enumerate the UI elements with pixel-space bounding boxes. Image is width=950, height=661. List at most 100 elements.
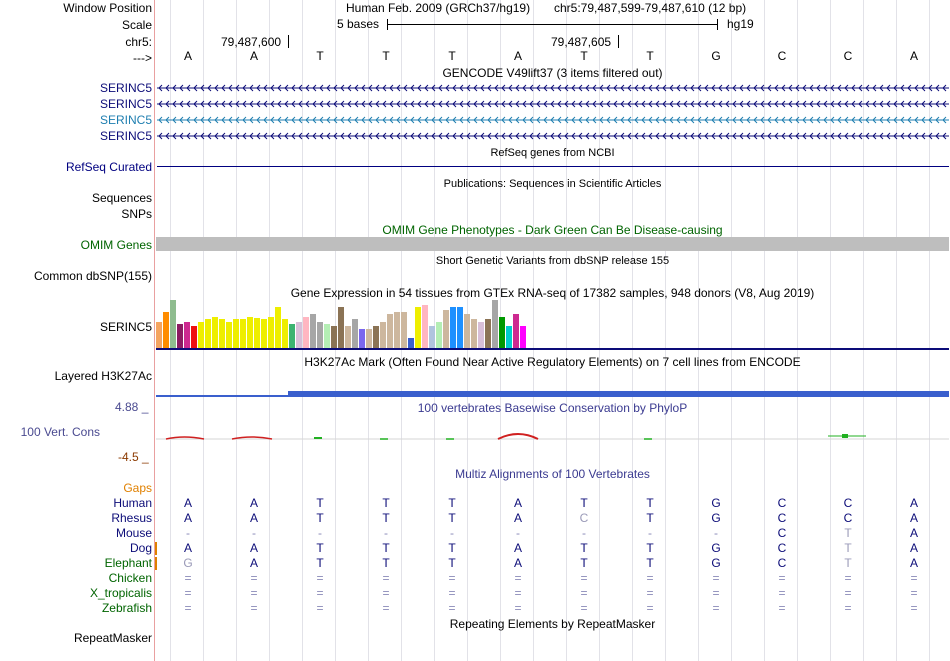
refseq-gene-line[interactable] bbox=[157, 166, 949, 167]
gtex-tissue-bar[interactable] bbox=[331, 326, 337, 348]
aligned-base: T bbox=[316, 511, 324, 525]
gtex-tissue-bar[interactable] bbox=[317, 322, 323, 348]
publications-label[interactable]: Sequences bbox=[91, 191, 152, 205]
gtex-track-title[interactable]: Gene Expression in 54 tissues from GTEx … bbox=[290, 286, 815, 300]
gtex-tissue-bar[interactable] bbox=[296, 322, 302, 348]
dbsnp-label[interactable]: Common dbSNP(155) bbox=[33, 269, 152, 283]
species-label[interactable]: Human bbox=[113, 496, 152, 510]
omim-label[interactable]: OMIM Genes bbox=[80, 238, 152, 252]
refseq-track-title[interactable]: RefSeq genes from NCBI bbox=[490, 147, 615, 159]
gtex-tissue-bar[interactable] bbox=[513, 314, 519, 348]
dbsnp-track-title[interactable]: Short Genetic Variants from dbSNP releas… bbox=[435, 255, 670, 267]
gtex-tissue-bar[interactable] bbox=[478, 322, 484, 348]
gtex-tissue-bar[interactable] bbox=[394, 312, 400, 348]
phylop-graph[interactable] bbox=[156, 428, 949, 444]
gtex-tissue-bar[interactable] bbox=[359, 329, 365, 348]
species-label[interactable]: Chicken bbox=[108, 571, 152, 585]
omim-track-title[interactable]: OMIM Gene Phenotypes - Dark Green Can Be… bbox=[382, 223, 723, 237]
gencode-transcript[interactable] bbox=[157, 115, 949, 125]
gtex-tissue-bar[interactable] bbox=[443, 310, 449, 348]
gtex-tissue-bar[interactable] bbox=[254, 318, 260, 348]
h3k27ac-label[interactable]: Layered H3K27Ac bbox=[54, 369, 152, 383]
multiz-track-title[interactable]: Multiz Alignments of 100 Vertebrates bbox=[455, 467, 650, 481]
gtex-tissue-bar[interactable] bbox=[415, 307, 421, 348]
gtex-tissue-bar[interactable] bbox=[366, 329, 372, 348]
species-label[interactable]: X_tropicalis bbox=[89, 586, 152, 600]
species-label[interactable]: Zebrafish bbox=[101, 601, 152, 615]
gencode-item-label[interactable]: SERINC5 bbox=[99, 129, 152, 143]
gencode-transcript[interactable] bbox=[157, 131, 949, 141]
gtex-tissue-bar[interactable] bbox=[247, 317, 253, 348]
gtex-tissue-bar[interactable] bbox=[471, 319, 477, 348]
gencode-transcript[interactable] bbox=[157, 83, 949, 93]
gtex-tissue-bar[interactable] bbox=[261, 319, 267, 348]
gtex-tissue-bar[interactable] bbox=[422, 305, 428, 348]
gtex-tissue-bar[interactable] bbox=[373, 326, 379, 348]
gtex-tissue-bar[interactable] bbox=[352, 319, 358, 348]
gtex-tissue-bar[interactable] bbox=[436, 322, 442, 348]
gencode-item-label[interactable]: SERINC5 bbox=[99, 113, 152, 127]
species-label[interactable]: Dog bbox=[129, 541, 152, 555]
gtex-tissue-bar[interactable] bbox=[282, 319, 288, 348]
aligned-base: A bbox=[513, 541, 522, 555]
gtex-tissue-bar[interactable] bbox=[464, 314, 470, 348]
gtex-tissue-bar[interactable] bbox=[338, 307, 344, 348]
publications-track-title[interactable]: Publications: Sequences in Scientific Ar… bbox=[443, 178, 662, 190]
gtex-tissue-bar[interactable] bbox=[289, 324, 295, 348]
repeatmasker-label[interactable]: RepeatMasker bbox=[73, 631, 152, 645]
repeatmasker-track-title[interactable]: Repeating Elements by RepeatMasker bbox=[449, 617, 656, 631]
gap-marker bbox=[155, 542, 157, 555]
gtex-tissue-bar[interactable] bbox=[177, 324, 183, 348]
aligned-base: T bbox=[646, 496, 654, 510]
gtex-tissue-bar[interactable] bbox=[191, 326, 197, 348]
gtex-tissue-bar[interactable] bbox=[324, 324, 330, 348]
gtex-bar-chart[interactable] bbox=[156, 300, 536, 348]
gtex-gene-label[interactable]: SERINC5 bbox=[99, 320, 152, 334]
gtex-tissue-bar[interactable] bbox=[429, 326, 435, 348]
species-label[interactable]: Elephant bbox=[104, 556, 152, 570]
gtex-tissue-bar[interactable] bbox=[184, 322, 190, 348]
gencode-transcript[interactable] bbox=[157, 99, 949, 109]
phylop-label[interactable]: 100 Vert. Cons bbox=[20, 425, 100, 439]
gencode-item-label[interactable]: SERINC5 bbox=[99, 81, 152, 95]
gtex-tissue-bar[interactable] bbox=[506, 326, 512, 348]
aligned-base: A bbox=[183, 496, 192, 510]
species-label[interactable]: Rhesus bbox=[111, 511, 152, 525]
gtex-tissue-bar[interactable] bbox=[387, 314, 393, 348]
gtex-tissue-bar[interactable] bbox=[485, 319, 491, 348]
gtex-tissue-bar[interactable] bbox=[499, 317, 505, 348]
gtex-tissue-bar[interactable] bbox=[163, 312, 169, 348]
gtex-tissue-bar[interactable] bbox=[380, 322, 386, 348]
gtex-tissue-bar[interactable] bbox=[205, 319, 211, 348]
gtex-tissue-bar[interactable] bbox=[212, 317, 218, 348]
h3k27ac-track-title[interactable]: H3K27Ac Mark (Often Found Near Active Re… bbox=[304, 355, 801, 369]
gtex-tissue-bar[interactable] bbox=[520, 326, 526, 348]
position-text[interactable]: chr5:79,487,599-79,487,610 (12 bp) bbox=[554, 1, 747, 15]
gtex-tissue-bar[interactable] bbox=[345, 326, 351, 348]
gencode-item-label[interactable]: SERINC5 bbox=[99, 97, 152, 111]
gtex-tissue-bar[interactable] bbox=[310, 314, 316, 348]
gtex-tissue-bar[interactable] bbox=[156, 322, 162, 348]
gtex-tissue-bar[interactable] bbox=[219, 319, 225, 348]
gencode-track-title[interactable]: GENCODE V49lift37 (3 items filtered out) bbox=[442, 66, 663, 80]
gtex-tissue-bar[interactable] bbox=[170, 300, 176, 348]
gtex-tissue-bar[interactable] bbox=[401, 312, 407, 348]
gtex-tissue-bar[interactable] bbox=[492, 300, 498, 348]
gtex-tissue-bar[interactable] bbox=[268, 317, 274, 348]
gtex-tissue-bar[interactable] bbox=[275, 307, 281, 348]
gtex-tissue-bar[interactable] bbox=[303, 317, 309, 348]
phylop-track-title[interactable]: 100 vertebrates Basewise Conservation by… bbox=[417, 401, 688, 415]
refseq-label[interactable]: RefSeq Curated bbox=[65, 160, 152, 174]
aligned-base: = bbox=[184, 571, 192, 585]
gtex-tissue-bar[interactable] bbox=[198, 322, 204, 348]
gtex-tissue-bar[interactable] bbox=[408, 338, 414, 348]
gtex-tissue-bar[interactable] bbox=[450, 307, 456, 348]
omim-feature-bar[interactable] bbox=[156, 237, 949, 251]
gtex-tissue-bar[interactable] bbox=[240, 319, 246, 348]
species-label[interactable]: Mouse bbox=[115, 526, 152, 540]
snps-label[interactable]: SNPs bbox=[121, 207, 152, 221]
gtex-tissue-bar[interactable] bbox=[226, 322, 232, 348]
aligned-base: = bbox=[844, 571, 852, 585]
gtex-tissue-bar[interactable] bbox=[233, 319, 239, 348]
gtex-tissue-bar[interactable] bbox=[457, 307, 463, 348]
